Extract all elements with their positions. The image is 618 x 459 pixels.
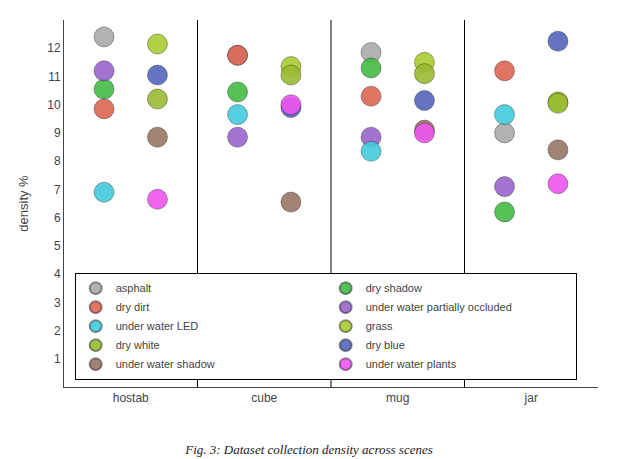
svg-text:dry white: dry white [116, 339, 160, 351]
svg-text:under water plants: under water plants [366, 358, 457, 370]
svg-text:jar: jar [524, 391, 538, 405]
svg-text:cube: cube [251, 391, 277, 405]
svg-text:dry dirt: dry dirt [116, 301, 150, 313]
svg-text:dry shadow: dry shadow [366, 282, 422, 294]
svg-text:1: 1 [54, 352, 61, 366]
svg-text:5: 5 [54, 239, 61, 253]
svg-text:2: 2 [54, 324, 61, 338]
svg-text:dry blue: dry blue [366, 339, 405, 351]
svg-text:asphalt: asphalt [116, 282, 151, 294]
svg-text:under water partially occluded: under water partially occluded [366, 301, 512, 313]
svg-text:hostab: hostab [113, 391, 149, 405]
svg-text:7: 7 [54, 183, 61, 197]
svg-text:11: 11 [48, 70, 61, 84]
svg-text:grass: grass [366, 320, 393, 332]
svg-text:4: 4 [54, 267, 61, 281]
svg-text:8: 8 [54, 154, 61, 168]
svg-text:density %: density % [16, 175, 31, 232]
svg-text:6: 6 [54, 211, 61, 225]
svg-text:under water shadow: under water shadow [116, 358, 215, 370]
svg-text:under water LED: under water LED [116, 320, 199, 332]
svg-text:10: 10 [47, 98, 61, 112]
svg-text:3: 3 [54, 296, 61, 310]
svg-text:9: 9 [54, 126, 61, 140]
svg-text:Fig. 3: Dataset collection den: Fig. 3: Dataset collection density acros… [184, 442, 433, 457]
svg-text:mug: mug [386, 391, 409, 405]
svg-text:12: 12 [47, 41, 61, 55]
